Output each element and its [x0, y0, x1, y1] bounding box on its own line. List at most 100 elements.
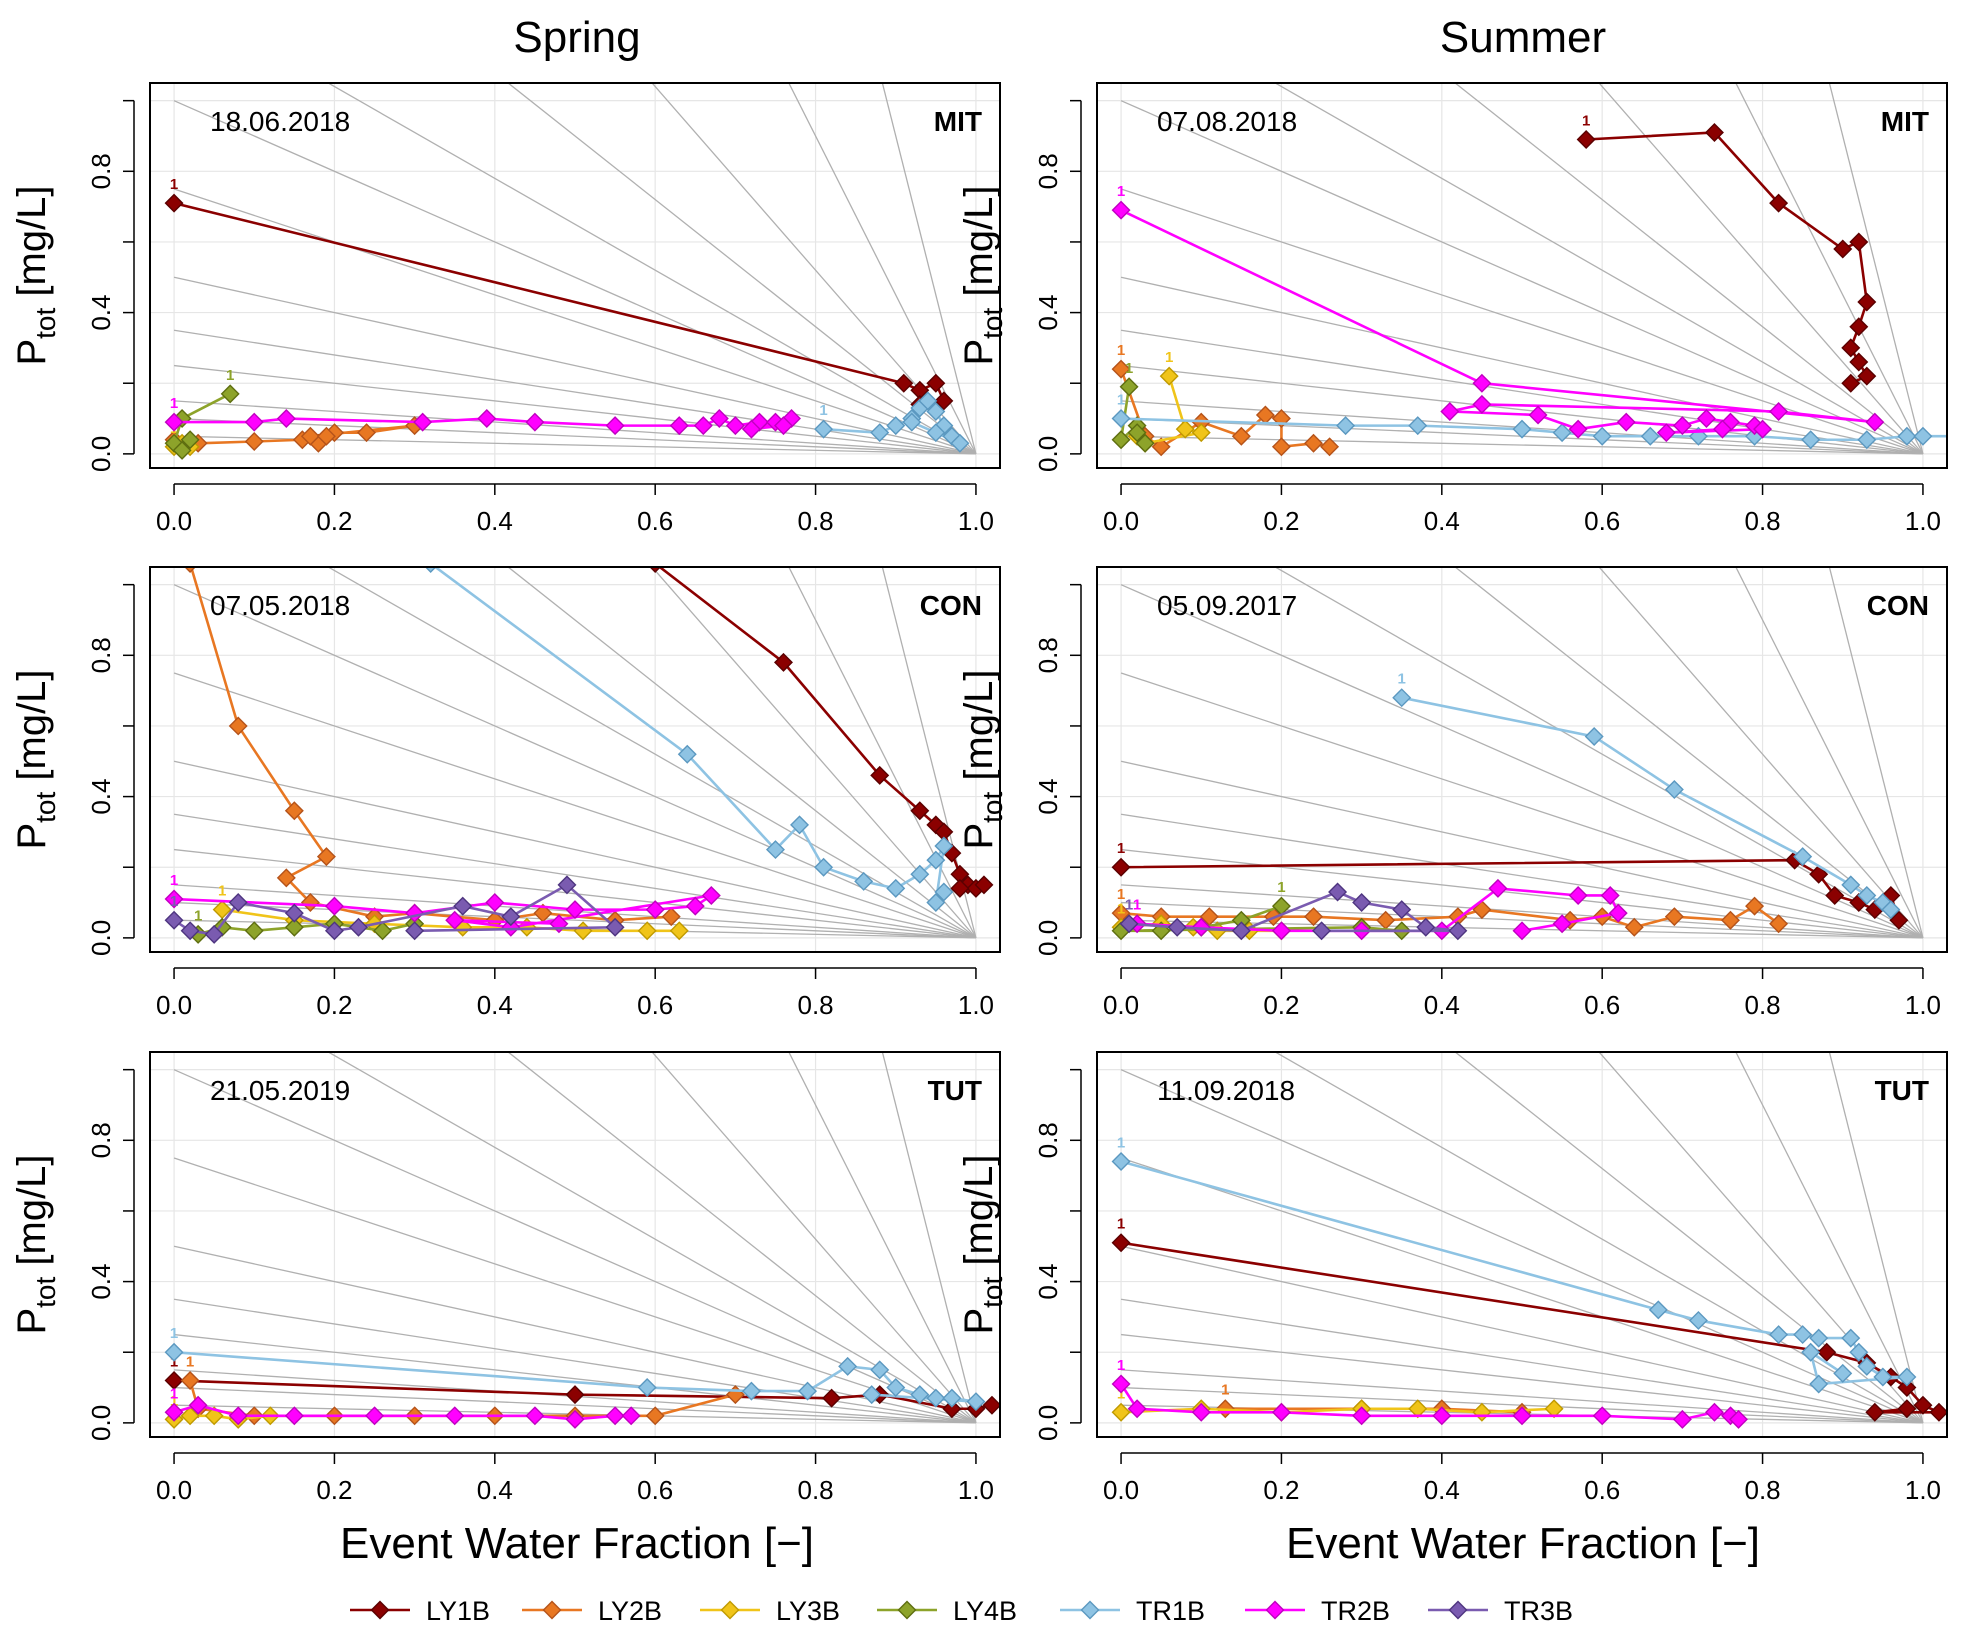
panel-frame	[149, 1051, 1001, 1438]
point-LY2B	[1151, 437, 1171, 457]
point-LY3B	[1472, 1402, 1492, 1422]
point-LY4B	[244, 921, 264, 941]
point-TR2B	[324, 896, 344, 916]
point-TR1B	[1664, 780, 1684, 800]
point-TR1B	[790, 815, 810, 835]
x-tick-label: 0.6	[1584, 506, 1620, 536]
start-label: 1	[170, 176, 178, 193]
panel-site: CON	[920, 590, 982, 621]
point-TR1B	[1408, 416, 1428, 436]
point-LY1B	[1865, 1402, 1885, 1422]
point-TR1B	[1913, 426, 1933, 446]
legend-marker	[1265, 1600, 1285, 1620]
point-TR3B	[284, 903, 304, 923]
series-line-LY3B	[221, 908, 680, 933]
y-tick-label: 0.0	[1033, 436, 1063, 472]
panel-date: 07.05.2018	[210, 590, 350, 621]
mixing-line	[1735, 567, 1924, 939]
y-tick-label: 0.4	[1033, 295, 1063, 331]
legend-marker	[897, 1600, 917, 1620]
x-tick-label: 0.4	[1424, 506, 1460, 536]
point-LY4B	[284, 917, 304, 937]
point-LY1B	[894, 373, 914, 393]
mixing-line	[507, 567, 977, 939]
mixing-line	[1598, 567, 1924, 939]
start-label: 1	[1117, 1357, 1125, 1374]
point-LY1B	[774, 652, 793, 672]
point-LY4B	[373, 921, 393, 941]
y-axis-label: Ptot [mg/L]	[957, 669, 1008, 849]
point-TR2B	[188, 1395, 208, 1415]
point-LY1B	[1913, 1395, 1933, 1415]
mixing-line	[173, 329, 977, 455]
point-LY2B	[228, 716, 248, 736]
mixing-line	[173, 1069, 977, 1424]
start-label: 1	[1125, 360, 1133, 377]
start-label: 1	[1582, 113, 1590, 130]
point-TR1B	[741, 1381, 761, 1401]
point-LY2B	[1320, 437, 1340, 457]
point-TR3B	[501, 907, 521, 927]
point-TR3B	[324, 921, 344, 941]
point-TR3B	[349, 917, 368, 937]
x-tick-label: 0.2	[1263, 1475, 1299, 1505]
mixing-line	[1120, 760, 1924, 939]
point-LY3B	[180, 1406, 200, 1426]
point-TR2B	[1488, 878, 1508, 898]
x-tick-label: 1.0	[958, 506, 994, 536]
point-TR1B	[677, 744, 697, 764]
point-LY1B	[1576, 130, 1596, 150]
mixing-line	[173, 100, 977, 455]
point-TR2B	[413, 412, 433, 432]
point-LY1B	[1825, 885, 1845, 905]
point-LY1B	[1889, 910, 1909, 930]
panel-frame	[1096, 1051, 1948, 1438]
x-tick-label: 0.8	[1744, 1475, 1780, 1505]
point-TR2B	[1568, 885, 1588, 905]
point-TR3B	[405, 921, 425, 941]
point-TR1B	[765, 840, 785, 860]
point-TR2B	[1191, 917, 1211, 937]
x-tick-label: 0.2	[1263, 990, 1299, 1020]
point-LY1B	[1849, 317, 1869, 337]
point-LY1B	[982, 1395, 1000, 1415]
point-TR1B	[950, 433, 970, 453]
point-LY2B	[1271, 437, 1291, 457]
mixing-line	[1120, 848, 1924, 939]
x-tick-label: 0.4	[477, 990, 513, 1020]
x-tick-label: 0.8	[797, 990, 833, 1020]
series-line-TR2B	[1120, 208, 1875, 434]
x-axis-label-left: Event Water Fraction [−]	[340, 1519, 814, 1568]
x-tick-label: 0.0	[1103, 1475, 1139, 1505]
point-TR2B	[485, 893, 505, 913]
x-tick-label: 0.4	[1424, 1475, 1460, 1505]
point-TR2B	[477, 409, 497, 429]
legend: LY1B LY2B LY3B LY4B TR1B TR2B TR3B	[350, 1596, 1573, 1626]
point-TR1B	[870, 423, 890, 443]
mixing-line	[1735, 1052, 1924, 1424]
point-TR1B	[1392, 688, 1412, 708]
point-TR1B	[1857, 1356, 1877, 1376]
point-TR3B	[1392, 900, 1412, 920]
point-LY1B	[565, 1385, 585, 1405]
mixing-line	[788, 567, 977, 939]
point-TR1B	[1769, 1325, 1789, 1345]
mixing-line	[1598, 1052, 1924, 1424]
x-tick-label: 0.8	[1744, 506, 1780, 536]
point-TR2B	[774, 416, 793, 436]
mixing-line	[1120, 584, 1924, 939]
mixing-line	[174, 1386, 976, 1424]
panel-site: TUT	[1875, 1075, 1929, 1106]
point-TR1B	[926, 893, 946, 913]
point-LY1B	[1857, 292, 1877, 312]
point-TR1B	[1640, 426, 1660, 446]
legend-marker	[370, 1600, 390, 1620]
point-LY2B	[1745, 896, 1765, 916]
point-TR2B	[1271, 1402, 1291, 1422]
point-TR1B	[1552, 423, 1572, 443]
x-tick-label: 0.8	[1744, 990, 1780, 1020]
point-TR1B	[1897, 1367, 1917, 1387]
legend-item-LY1B: LY1B	[350, 1596, 490, 1626]
y-tick-label: 0.4	[86, 1264, 116, 1300]
